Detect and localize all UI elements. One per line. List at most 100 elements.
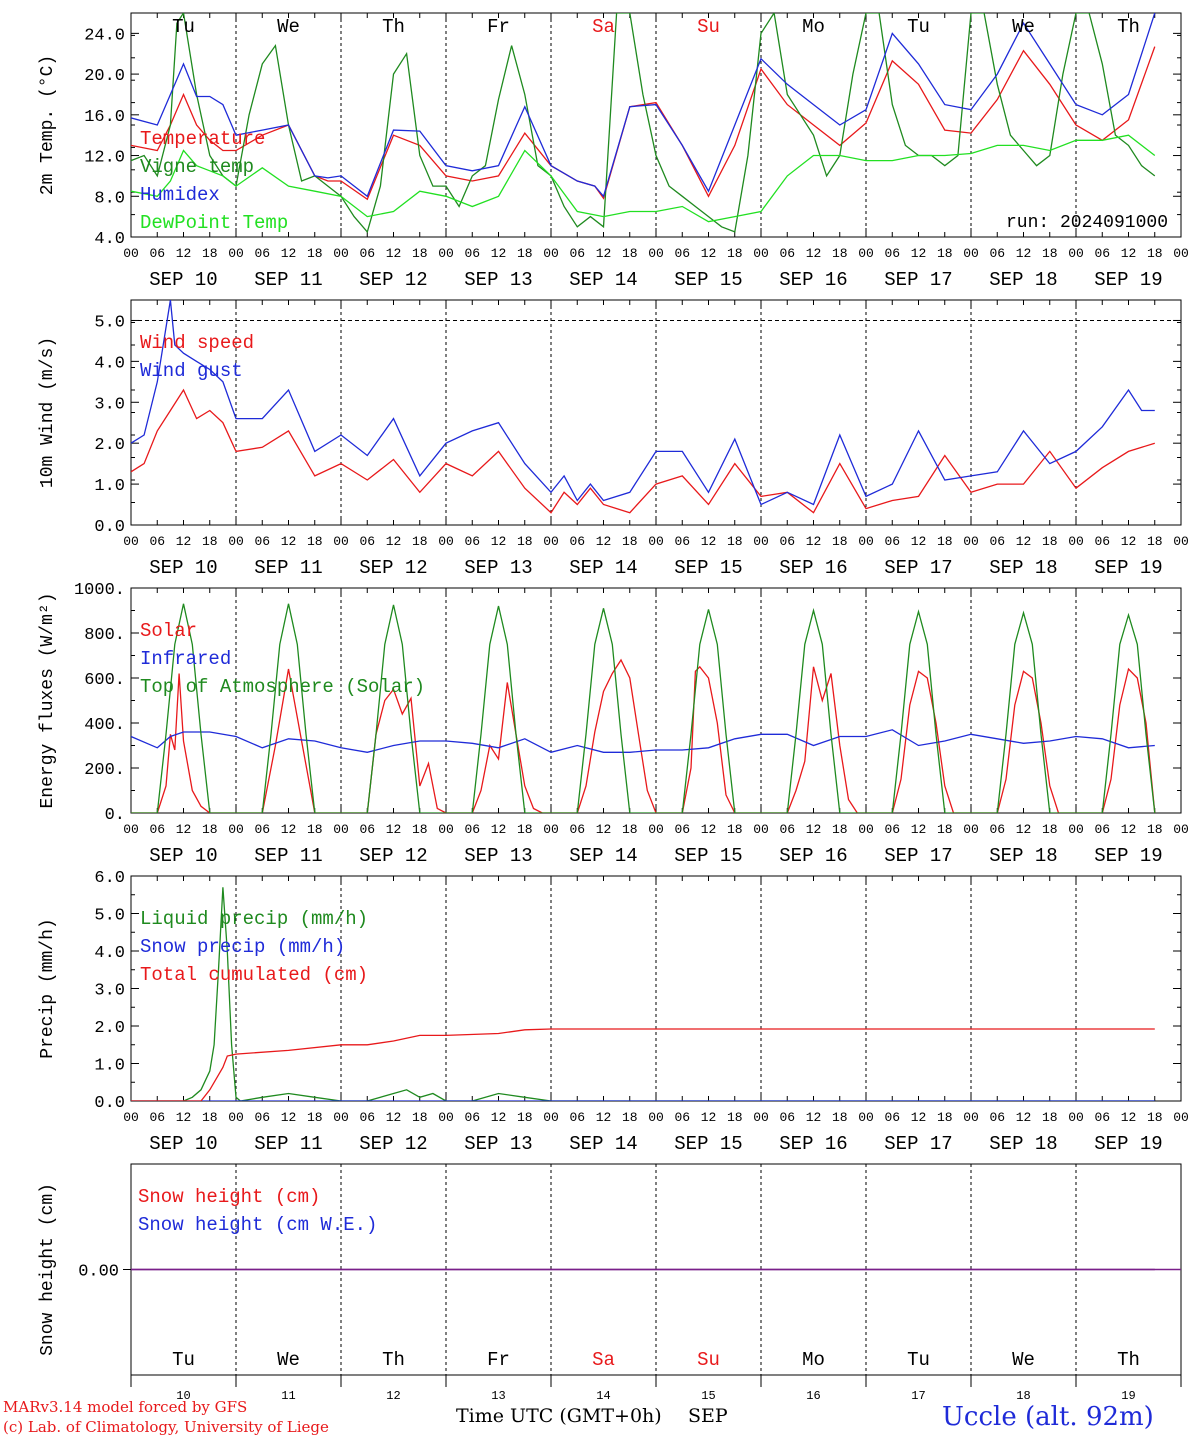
hour-tick-label: 12 bbox=[176, 534, 192, 549]
date-label: SEP 14 bbox=[569, 557, 637, 579]
hour-tick-label: 18 bbox=[517, 822, 533, 837]
hour-tick-label: 12 bbox=[1121, 246, 1137, 261]
panel-3: 0. 200. 400. 600. 800. 1000. Energy fluxes (W/… bbox=[38, 581, 1189, 867]
legend-entry: Liquid precip (mm/h) bbox=[140, 908, 368, 930]
hour-tick-label: 18 bbox=[412, 1110, 428, 1125]
hour-tick-label: 00 bbox=[228, 822, 244, 837]
hour-tick-label: 00 bbox=[753, 1110, 769, 1125]
hour-tick-label: 12 bbox=[1016, 534, 1032, 549]
date-label: SEP 11 bbox=[254, 269, 322, 291]
hour-tick-label: 00 bbox=[963, 534, 979, 549]
hour-tick-label: 00 bbox=[753, 534, 769, 549]
hour-tick-label: 12 bbox=[701, 534, 717, 549]
y-tick-label: 0.00 bbox=[78, 1263, 119, 1282]
hour-tick-label: 00 bbox=[123, 1110, 139, 1125]
date-label: SEP 19 bbox=[1094, 1133, 1162, 1155]
hour-tick-label: 00 bbox=[438, 822, 454, 837]
hour-tick-label: 00 bbox=[333, 822, 349, 837]
y-tick-label: 3.0 bbox=[94, 395, 125, 414]
hour-tick-label: 00 bbox=[1173, 1110, 1189, 1125]
date-label: SEP 18 bbox=[989, 269, 1057, 291]
day-number-label: 10 bbox=[176, 1389, 190, 1403]
hour-tick-label: 18 bbox=[832, 822, 848, 837]
hour-tick-label: 18 bbox=[517, 246, 533, 261]
date-label: SEP 15 bbox=[674, 845, 742, 867]
hour-tick-label: 00 bbox=[1173, 534, 1189, 549]
day-of-week-label: We bbox=[277, 1349, 300, 1371]
hour-tick-label: 00 bbox=[1068, 822, 1084, 837]
hour-tick-label: 00 bbox=[963, 1110, 979, 1125]
y-tick-label: 16.0 bbox=[84, 108, 125, 127]
hour-tick-label: 18 bbox=[622, 534, 638, 549]
hour-tick-label: 06 bbox=[359, 246, 375, 261]
y-tick-label: 200. bbox=[84, 761, 125, 780]
day-number-label: 14 bbox=[596, 1389, 610, 1403]
y-tick-label: 4.0 bbox=[94, 354, 125, 373]
hour-tick-label: 12 bbox=[596, 246, 612, 261]
hour-tick-label: 12 bbox=[806, 246, 822, 261]
day-of-week-label: Th bbox=[1117, 1349, 1140, 1371]
hour-tick-label: 18 bbox=[1147, 534, 1163, 549]
hour-tick-label: 18 bbox=[1042, 1110, 1058, 1125]
day-of-week-label: Th bbox=[1117, 16, 1140, 38]
y-tick-label: 0. bbox=[105, 806, 125, 825]
day-of-week-label: Su bbox=[697, 1349, 720, 1371]
date-label: SEP 14 bbox=[569, 1133, 637, 1155]
hour-tick-label: 06 bbox=[884, 1110, 900, 1125]
hour-tick-label: 06 bbox=[884, 246, 900, 261]
hour-tick-label: 12 bbox=[701, 1110, 717, 1125]
hour-tick-label: 06 bbox=[779, 534, 795, 549]
hour-tick-label: 18 bbox=[202, 1110, 218, 1125]
hour-tick-label: 18 bbox=[412, 246, 428, 261]
day-number-label: 16 bbox=[806, 1389, 820, 1403]
day-number-label: 19 bbox=[1121, 1389, 1135, 1403]
hour-tick-label: 06 bbox=[884, 534, 900, 549]
legend-entry: Snow precip (mm/h) bbox=[140, 936, 345, 958]
y-tick-label: 2.0 bbox=[94, 1019, 125, 1038]
hour-tick-label: 00 bbox=[753, 822, 769, 837]
legend-entry: Wind gust bbox=[140, 360, 243, 382]
hour-tick-label: 00 bbox=[858, 822, 874, 837]
hour-tick-label: 00 bbox=[543, 822, 559, 837]
hour-tick-label: 12 bbox=[176, 1110, 192, 1125]
hour-tick-label: 18 bbox=[622, 822, 638, 837]
hour-tick-label: 00 bbox=[123, 246, 139, 261]
date-label: SEP 14 bbox=[569, 845, 637, 867]
hour-tick-label: 18 bbox=[412, 822, 428, 837]
date-label: SEP 18 bbox=[989, 1133, 1057, 1155]
hour-tick-label: 00 bbox=[333, 246, 349, 261]
hour-tick-label: 12 bbox=[701, 246, 717, 261]
hour-tick-label: 12 bbox=[386, 1110, 402, 1125]
y-tick-label: 20.0 bbox=[84, 67, 125, 86]
legend-entry: Solar bbox=[140, 620, 197, 642]
series-line bbox=[131, 658, 1156, 813]
panel-5: 0.00 Snow height (cm) Snow height (cm) Snow… bbox=[38, 1163, 1182, 1403]
day-of-week-label: Th bbox=[382, 16, 405, 38]
day-of-week-label: Sa bbox=[592, 16, 615, 38]
plot-frame bbox=[130, 587, 1182, 814]
date-label: SEP 11 bbox=[254, 1133, 322, 1155]
date-label: SEP 13 bbox=[464, 557, 532, 579]
hour-tick-label: 12 bbox=[491, 246, 507, 261]
series-line bbox=[131, 134, 1156, 223]
hour-tick-label: 06 bbox=[149, 534, 165, 549]
date-label: SEP 19 bbox=[1094, 557, 1162, 579]
hour-tick-label: 12 bbox=[386, 246, 402, 261]
hour-tick-label: 06 bbox=[674, 822, 690, 837]
hour-tick-label: 06 bbox=[254, 822, 270, 837]
date-label: SEP 13 bbox=[464, 1133, 532, 1155]
hour-tick-label: 06 bbox=[254, 534, 270, 549]
hour-tick-label: 12 bbox=[386, 534, 402, 549]
date-label: SEP 10 bbox=[149, 1133, 217, 1155]
y-axis-title: 10m Wind (m/s) bbox=[38, 337, 58, 488]
legend-entry: Wind speed bbox=[140, 332, 254, 354]
hour-tick-label: 18 bbox=[727, 246, 743, 261]
hour-tick-label: 06 bbox=[359, 534, 375, 549]
y-tick-label: 4.0 bbox=[94, 944, 125, 963]
series-line bbox=[131, 13, 1156, 198]
day-of-week-label: We bbox=[1012, 1349, 1035, 1371]
y-tick-label: 400. bbox=[84, 716, 125, 735]
hour-tick-label: 18 bbox=[202, 822, 218, 837]
hour-tick-label: 00 bbox=[123, 534, 139, 549]
hour-tick-label: 06 bbox=[149, 1110, 165, 1125]
